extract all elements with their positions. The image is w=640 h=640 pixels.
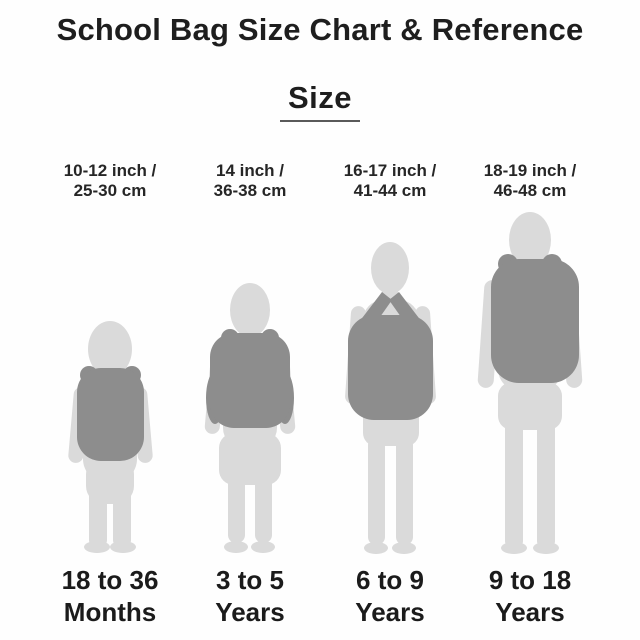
bag-size-inches: 18-19 inch / bbox=[483, 161, 577, 180]
size-heading: Size bbox=[279, 80, 361, 122]
age-range-label: 3 to 5 Years bbox=[215, 564, 284, 628]
figure-area bbox=[450, 206, 610, 554]
teen-with-backpack-icon bbox=[477, 212, 583, 554]
age-range-numbers: 9 to 18 bbox=[488, 565, 572, 595]
child-with-backpack-icon bbox=[344, 242, 436, 554]
age-range-label: 18 to 36 Months bbox=[62, 564, 159, 628]
bag-size-inches: 10-12 inch / bbox=[63, 161, 157, 180]
age-range-unit: Years bbox=[355, 597, 425, 627]
bag-size-inches: 16-17 inch / bbox=[343, 161, 437, 180]
preschooler-with-backpack-icon bbox=[204, 283, 296, 553]
bag-size-label: 18-19 inch / 46-48 cm bbox=[484, 150, 577, 206]
bag-size-cm: 41-44 cm bbox=[353, 181, 427, 200]
bag-size-label: 10-12 inch / 25-30 cm bbox=[64, 150, 157, 206]
age-range-unit: Years bbox=[495, 597, 565, 627]
bag-size-label: 16-17 inch / 41-44 cm bbox=[344, 150, 437, 206]
age-range-unit: Years bbox=[215, 597, 285, 627]
bag-size-cm: 36-38 cm bbox=[213, 181, 287, 200]
size-column-teen: 18-19 inch / 46-48 cm bbox=[450, 150, 610, 628]
age-range-label: 9 to 18 Years bbox=[489, 564, 571, 628]
backpack-icon bbox=[491, 254, 579, 383]
backpack-icon bbox=[76, 366, 144, 461]
age-range-label: 6 to 9 Years bbox=[355, 564, 424, 628]
size-column-child: 16-17 inch / 41-44 cm bbox=[310, 150, 470, 628]
size-column-toddler: 10-12 inch / 25-30 cm bbox=[30, 150, 190, 628]
figure-area bbox=[170, 206, 330, 554]
figure-area bbox=[30, 206, 190, 554]
age-range-numbers: 3 to 5 bbox=[216, 565, 284, 595]
figure-area bbox=[310, 206, 470, 554]
chart-title: School Bag Size Chart & Reference bbox=[56, 12, 584, 47]
backpack-icon bbox=[347, 292, 433, 420]
bag-size-label: 14 inch / 36-38 cm bbox=[214, 150, 287, 206]
age-range-unit: Months bbox=[63, 597, 157, 627]
bag-size-inches: 14 inch / bbox=[215, 161, 285, 180]
bag-size-cm: 25-30 cm bbox=[73, 181, 147, 200]
backpack-icon bbox=[206, 329, 294, 428]
age-range-numbers: 18 to 36 bbox=[61, 565, 159, 595]
age-range-numbers: 6 to 9 bbox=[356, 565, 424, 595]
size-heading-wrap: Size bbox=[0, 80, 640, 122]
toddler-with-backpack-icon bbox=[67, 321, 153, 553]
bag-size-cm: 46-48 cm bbox=[493, 181, 567, 200]
size-column-preschooler: 14 inch / 36-38 cm bbox=[170, 150, 330, 628]
